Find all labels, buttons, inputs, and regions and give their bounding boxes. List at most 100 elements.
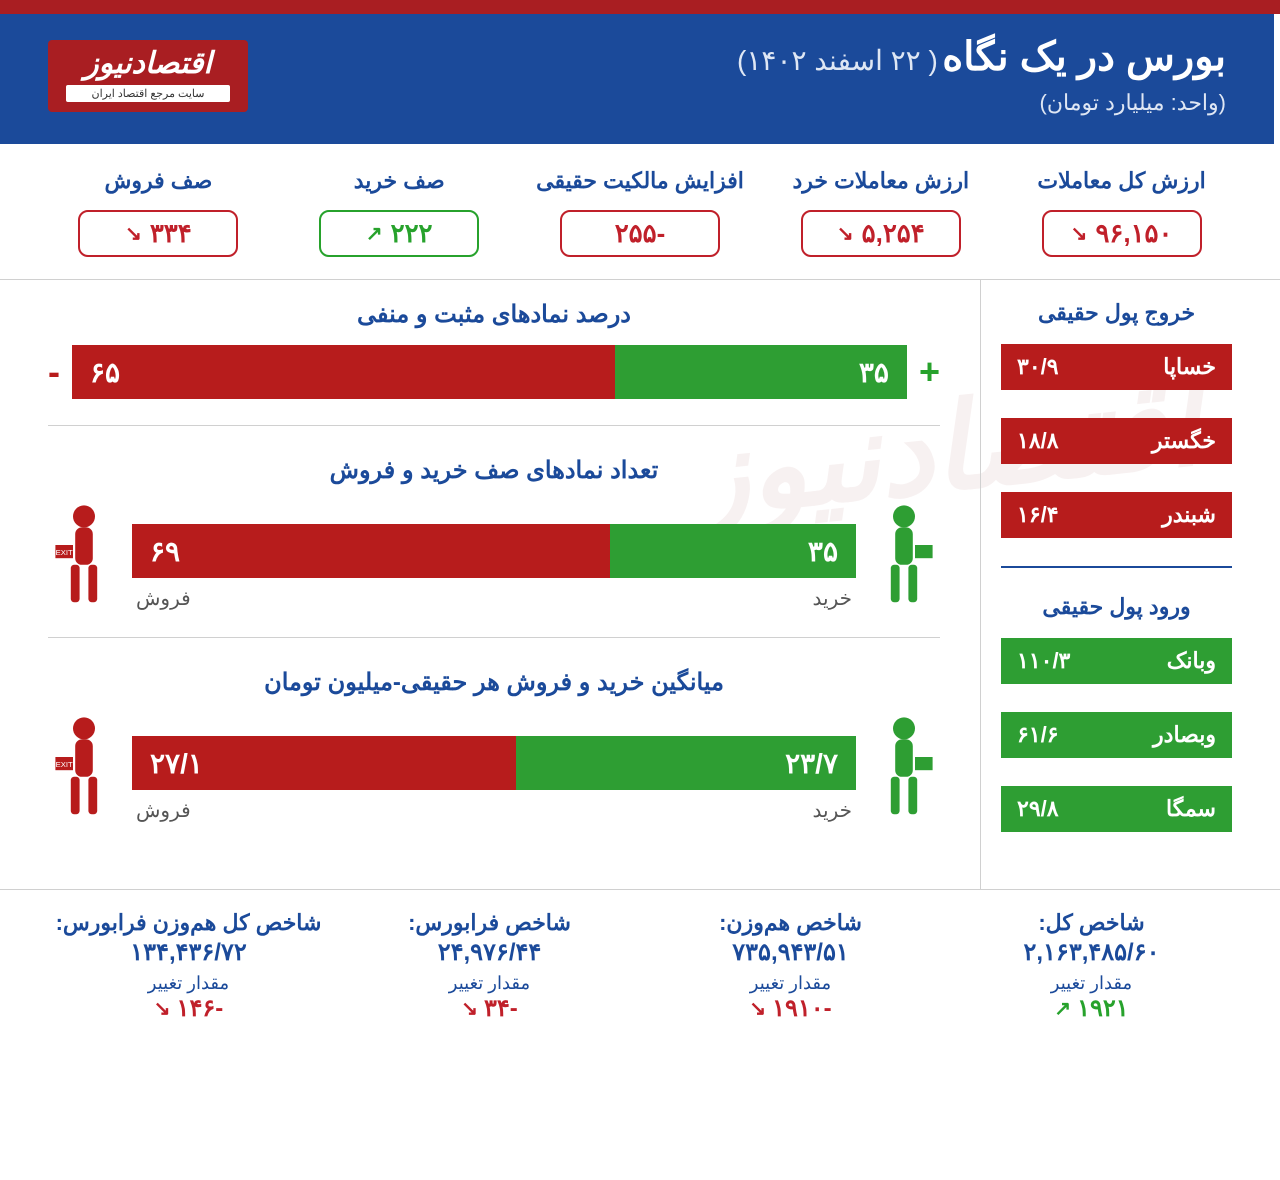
stock-name: خساپا [1163, 354, 1216, 380]
posneg-bar: ۳۵ ۶۵ [72, 345, 907, 399]
metric-4: صف فروش ۳۳۴ ↘ [48, 168, 269, 257]
metrics-row: صف فروش ۳۳۴ ↘ صف خرید ۲۲۲ ↗ افزایش مالکی… [0, 144, 1280, 280]
page-date: ( ۲۲ اسفند ۱۴۰۲) [737, 45, 938, 76]
index-title: شاخص کل هم‌وزن فرابورس: [48, 910, 329, 936]
metric-value-box: ۲۲۲ ↗ [319, 210, 479, 257]
index-change: -۱۹۱۰ ↘ [749, 994, 831, 1023]
metric-value-box: ۵,۲۵۴ ↘ [801, 210, 961, 257]
outflow-title: خروج پول حقیقی [1001, 300, 1232, 326]
stock-name: شبندر [1162, 502, 1216, 528]
index-change-label: مقدار تغییر [349, 973, 630, 994]
index-change-label: مقدار تغییر [650, 973, 931, 994]
metric-0: ارزش کل معاملات ۹۶,۱۵۰ ↘ [1011, 168, 1232, 257]
stock-value: ۱۸/۸ [1017, 428, 1059, 454]
index-2: شاخص فرابورس: ۲۴,۹۷۶/۴۴ مقدار تغییر -۳۴ … [349, 910, 630, 1023]
svg-text:EXIT: EXIT [56, 760, 73, 769]
buy-label: خرید [813, 586, 852, 611]
page-title: بورس در یک نگاه [942, 35, 1226, 79]
inflow-title: ورود پول حقیقی [1001, 594, 1232, 620]
plus-icon: + [919, 351, 940, 393]
logo-subtext: سایت مرجع اقتصاد ایران [66, 85, 230, 102]
inflow-item: وبانک ۱۱۰/۳ [1001, 638, 1232, 684]
metric-label: صف خرید [289, 168, 510, 194]
stock-name: خگستر [1152, 428, 1216, 454]
metric-1: ارزش معاملات خرد ۵,۲۵۴ ↘ [770, 168, 991, 257]
section-queues: تعداد نمادهای صف خرید و فروش ۳۵ ۶۹ [48, 456, 940, 638]
arrow-icon: ↘ [1071, 221, 1088, 246]
index-change-label: مقدار تغییر [48, 973, 329, 994]
avg-buy-label: خرید [813, 798, 852, 823]
metric-value: -۲۵۵ [615, 218, 666, 249]
metric-label: ارزش کل معاملات [1011, 168, 1232, 194]
metric-value: ۵,۲۵۴ [862, 218, 925, 249]
index-value: ۱۳۴,۴۳۶/۷۲ [48, 938, 329, 967]
metric-value: ۹۶,۱۵۰ [1095, 218, 1172, 249]
seller-icon: EXIT [48, 713, 120, 823]
avg-sell-label: فروش [136, 798, 191, 823]
buyer-icon [868, 713, 940, 823]
buyer-icon [868, 501, 940, 611]
metric-value-box: ۳۳۴ ↘ [78, 210, 238, 257]
logo: اقتصادنیوز سایت مرجع اقتصاد ایران [48, 40, 248, 112]
queue-bar: ۳۵ ۶۹ [132, 524, 856, 578]
avg-bar: ۲۳/۷ ۲۷/۱ [132, 736, 856, 790]
stock-value: ۳۰/۹ [1017, 354, 1059, 380]
change-value: ۱۹۲۱ [1077, 994, 1129, 1023]
outflow-item: خگستر ۱۸/۸ [1001, 418, 1232, 464]
metric-label: ارزش معاملات خرد [770, 168, 991, 194]
arrow-icon: ↘ [749, 996, 766, 1021]
section-avg: میانگین خرید و فروش هر حقیقی-میلیون توما… [48, 668, 940, 849]
index-1: شاخص هم‌وزن: ۷۳۵,۹۴۳/۵۱ مقدار تغییر -۱۹۱… [650, 910, 931, 1023]
index-value: ۲,۱۶۳,۴۸۵/۶۰ [951, 938, 1232, 967]
index-change-label: مقدار تغییر [951, 973, 1232, 994]
arrow-icon: ↘ [125, 221, 142, 246]
sell-value: ۶۹ [150, 535, 180, 568]
inflow-item: وبصادر ۶۱/۶ [1001, 712, 1232, 758]
footer-indices: شاخص کل هم‌وزن فرابورس: ۱۳۴,۴۳۶/۷۲ مقدار… [0, 889, 1280, 1043]
change-value: -۱۴۶ [177, 994, 224, 1023]
avg-buy-value: ۲۳/۷ [785, 747, 838, 780]
index-change: -۳۴ ↘ [461, 994, 518, 1023]
section1-title: درصد نمادهای مثبت و منفی [48, 300, 940, 329]
index-0: شاخص کل: ۲,۱۶۳,۴۸۵/۶۰ مقدار تغییر ۱۹۲۱ ↗ [951, 910, 1232, 1023]
neg-value: ۶۵ [90, 356, 120, 389]
index-title: شاخص هم‌وزن: [650, 910, 931, 936]
metric-label: افزایش مالکیت حقیقی [530, 168, 751, 194]
arrow-icon: ↘ [154, 996, 171, 1021]
index-change: ۱۹۲۱ ↗ [1054, 994, 1128, 1023]
arrow-icon: ↗ [366, 221, 383, 246]
svg-text:EXIT: EXIT [56, 548, 73, 557]
side-separator [1001, 566, 1232, 568]
stock-name: سمگا [1166, 796, 1216, 822]
sell-label: فروش [136, 586, 191, 611]
outflow-item: شبندر ۱۶/۴ [1001, 492, 1232, 538]
section3-title: میانگین خرید و فروش هر حقیقی-میلیون توما… [48, 668, 940, 697]
avg-sell-value: ۲۷/۱ [150, 747, 203, 780]
index-title: شاخص فرابورس: [349, 910, 630, 936]
logo-text: اقتصادنیوز [66, 46, 230, 81]
stock-value: ۱۱۰/۳ [1017, 648, 1070, 674]
arrow-icon: ↘ [461, 996, 478, 1021]
index-3: شاخص کل هم‌وزن فرابورس: ۱۳۴,۴۳۶/۷۲ مقدار… [48, 910, 329, 1023]
stock-value: ۱۶/۴ [1017, 502, 1059, 528]
buy-value: ۳۵ [808, 535, 838, 568]
index-value: ۷۳۵,۹۴۳/۵۱ [650, 938, 931, 967]
arrow-icon: ↘ [837, 221, 854, 246]
index-value: ۲۴,۹۷۶/۴۴ [349, 938, 630, 967]
index-title: شاخص کل: [951, 910, 1232, 936]
stock-value: ۶۱/۶ [1017, 722, 1059, 748]
minus-icon: - [48, 351, 60, 393]
inflow-item: سمگا ۲۹/۸ [1001, 786, 1232, 832]
metric-value: ۲۲۲ [391, 218, 433, 249]
stock-value: ۲۹/۸ [1017, 796, 1059, 822]
section-posneg: درصد نمادهای مثبت و منفی + ۳۵ ۶۵ - [48, 300, 940, 426]
top-stripe [0, 0, 1280, 14]
side-panel: خروج پول حقیقی خساپا ۳۰/۹ خگستر ۱۸/۸ شبن… [980, 280, 1280, 889]
stock-name: وبانک [1167, 648, 1216, 674]
metric-label: صف فروش [48, 168, 269, 194]
metric-value-box: ۹۶,۱۵۰ ↘ [1042, 210, 1202, 257]
change-value: -۳۴ [484, 994, 518, 1023]
header: بورس در یک نگاه ( ۲۲ اسفند ۱۴۰۲) (واحد: … [0, 14, 1280, 144]
stock-name: وبصادر [1153, 722, 1216, 748]
arrow-icon: ↗ [1054, 996, 1071, 1021]
